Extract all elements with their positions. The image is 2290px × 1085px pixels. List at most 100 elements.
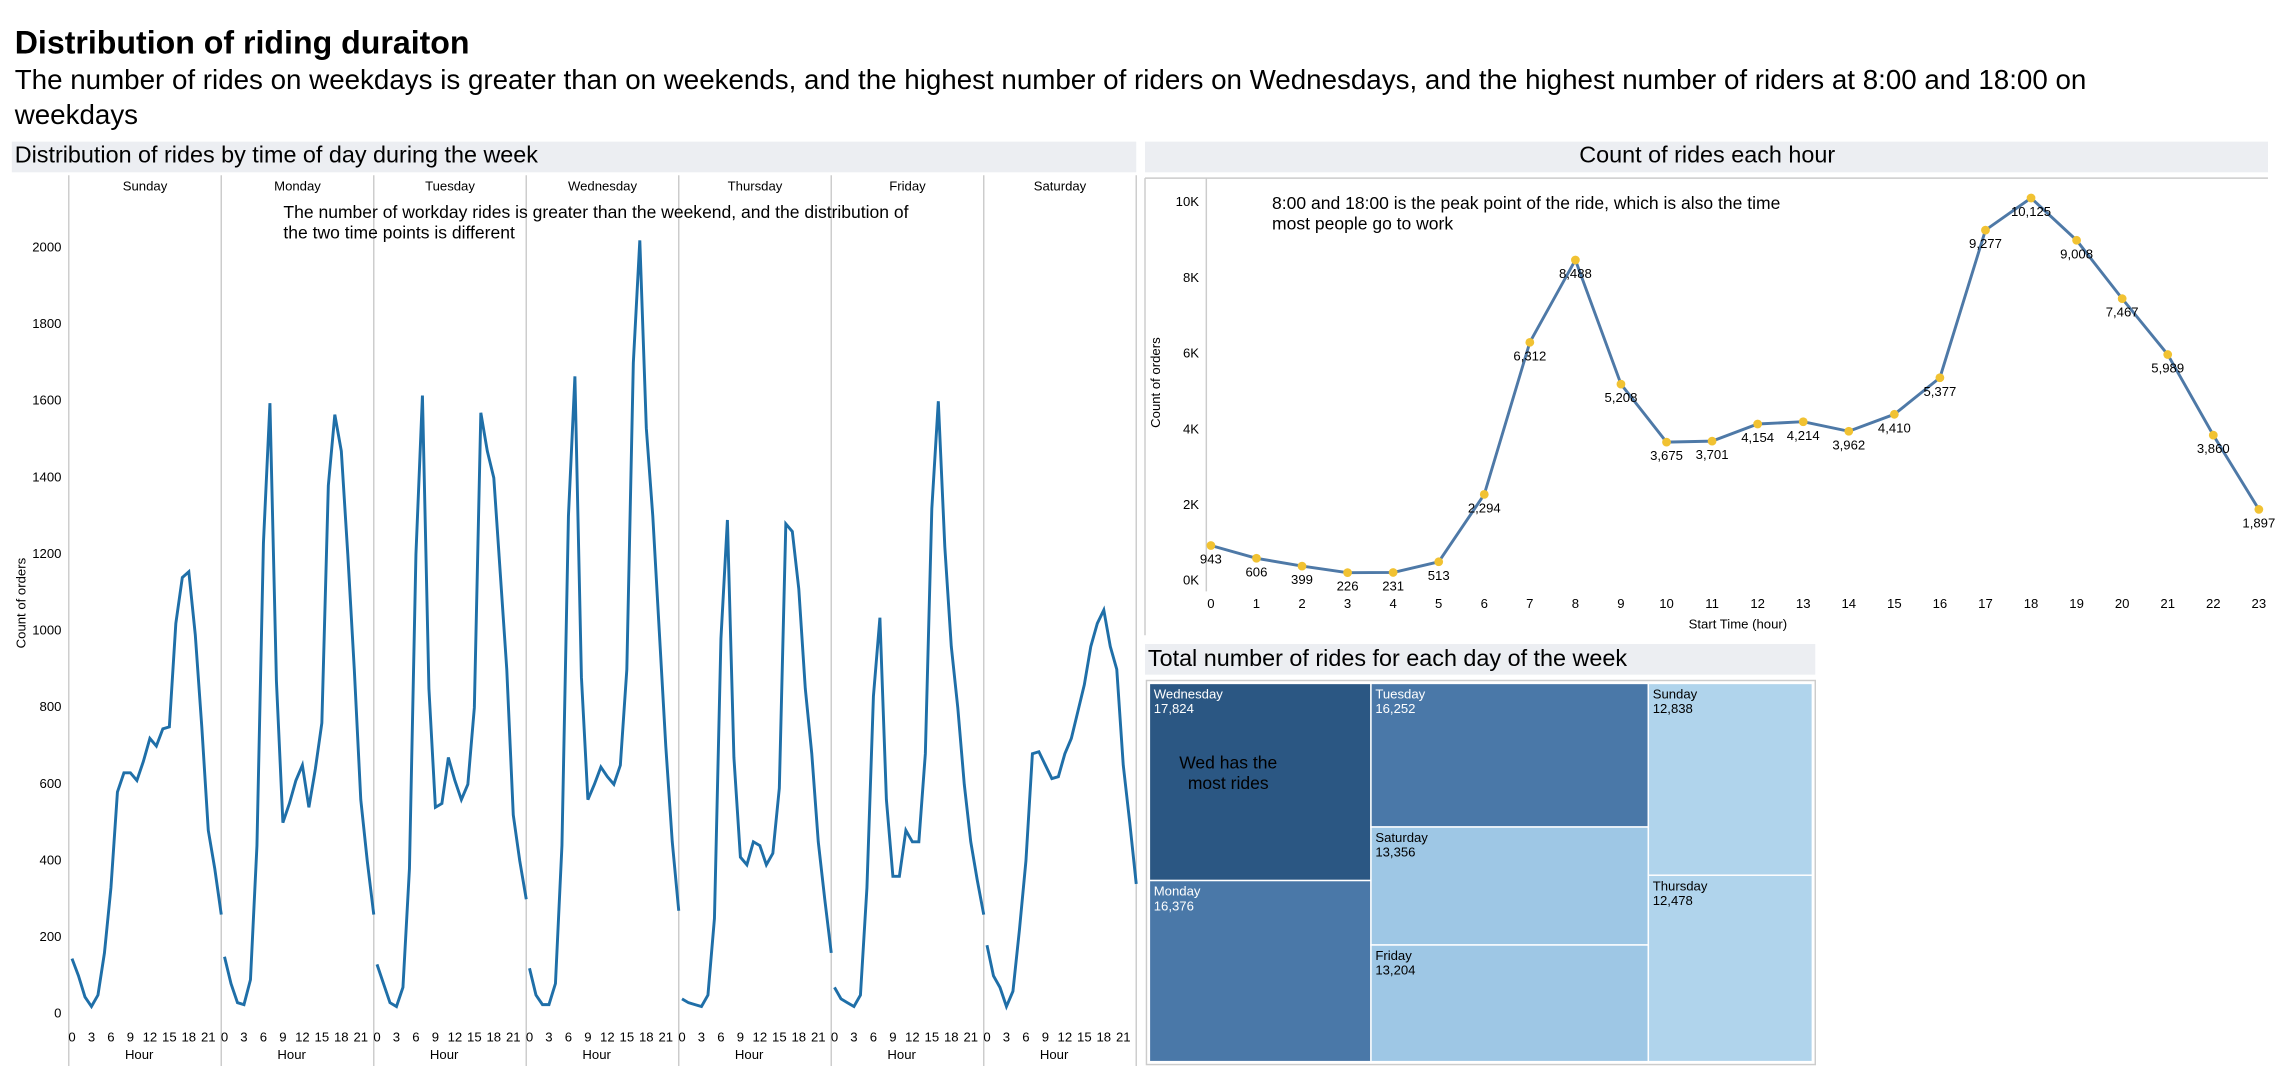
x-tick-label: 0	[373, 1030, 380, 1045]
x-tick-label: 3	[393, 1030, 400, 1045]
x-tick-label: 12	[600, 1030, 615, 1045]
cell-label: Saturday	[1375, 830, 1428, 845]
y-tick-label: 600	[40, 776, 62, 791]
line	[70, 568, 223, 1010]
line	[985, 605, 1138, 1011]
x-tick-label: 6	[107, 1030, 114, 1045]
point	[1252, 553, 1261, 563]
point	[1571, 255, 1580, 265]
data-label: 4,410	[1878, 420, 1911, 435]
x-tick-label: 17	[1978, 596, 1993, 611]
x-tick-label: 12	[905, 1030, 920, 1045]
x-tick-label: 21	[2160, 596, 2175, 611]
x-axis-label: Start Time (hour)	[1689, 616, 1787, 631]
x-tick-label: 21	[353, 1030, 368, 1045]
annotation: most rides	[1188, 773, 1269, 793]
data-label: 399	[1291, 572, 1313, 587]
x-tick-label: 15	[620, 1030, 635, 1045]
treemap-cell	[1647, 682, 1814, 876]
x-tick-label: 19	[2069, 596, 2084, 611]
data-label: 606	[1245, 564, 1267, 579]
point	[1297, 561, 1307, 571]
x-tick-label: 21	[963, 1030, 978, 1045]
x-tick-label: 22	[2206, 596, 2221, 611]
x-tick-label: 9	[432, 1030, 439, 1045]
x-axis-label: Hour	[735, 1047, 764, 1062]
x-tick-label: 6	[1022, 1030, 1029, 1045]
point	[2163, 350, 2173, 359]
annotation: the two time points is different	[283, 222, 515, 242]
x-tick-label: 18	[1096, 1030, 1111, 1045]
x-tick-label: 15	[772, 1030, 787, 1045]
x-tick-label: 16	[1933, 596, 1948, 611]
y-tick-label: 0K	[1183, 573, 1199, 588]
data-label: 3,701	[1696, 447, 1729, 462]
panel-header: Thursday	[728, 178, 783, 193]
cell-value: 16,376	[1154, 898, 1194, 913]
title-bar	[1145, 643, 1816, 675]
cell-value: 13,204	[1375, 963, 1415, 978]
x-tick-label: 21	[201, 1030, 216, 1045]
cell-label: Tuesday	[1375, 687, 1425, 702]
panel-header: Monday	[274, 178, 321, 193]
x-tick-label: 2	[1298, 596, 1305, 611]
point	[2208, 430, 2218, 440]
x-axis-label: Hour	[125, 1047, 154, 1062]
x-tick-label: 14	[1841, 596, 1856, 611]
x-tick-label: 18	[2024, 596, 2039, 611]
x-tick-label: 15	[467, 1030, 482, 1045]
x-tick-label: 21	[1116, 1030, 1131, 1045]
x-tick-label: 9	[889, 1030, 896, 1045]
y-axis-label: Count of orders	[1148, 337, 1163, 428]
y-tick-label: 1400	[32, 469, 61, 484]
x-tick-label: 9	[1042, 1030, 1049, 1045]
data-label: 5,377	[1923, 384, 1956, 399]
x-tick-label: 11	[1705, 596, 1719, 611]
cell-label: Wednesday	[1154, 687, 1224, 702]
data-label: 6,312	[1513, 348, 1546, 363]
point	[1343, 568, 1352, 578]
x-tick-label: 4	[1389, 596, 1396, 611]
cell-value: 17,824	[1154, 701, 1194, 716]
annotation: 8:00 and 18:00 is the peak point of the …	[1272, 193, 1780, 213]
point	[2254, 505, 2264, 514]
annotation: The number of workday rides is greater t…	[283, 202, 908, 222]
cell-value: 16,252	[1375, 701, 1415, 716]
point	[1388, 568, 1398, 577]
line	[375, 395, 528, 1009]
x-tick-label: 0	[1207, 596, 1214, 611]
data-label: 10,125	[2011, 204, 2051, 219]
line	[833, 401, 986, 1009]
x-tick-label: 18	[487, 1030, 502, 1045]
data-label: 231	[1382, 579, 1404, 594]
page-subtitle: The number of rides on weekdays is great…	[15, 64, 2087, 95]
x-tick-label: 3	[850, 1030, 857, 1045]
point	[1889, 409, 1899, 419]
x-tick-label: 12	[1750, 596, 1765, 611]
data-label: 2,294	[1468, 500, 1501, 515]
treemap-cell	[1148, 879, 1372, 1063]
point	[1662, 437, 1671, 447]
y-tick-label: 200	[40, 929, 62, 944]
panel-header: Tuesday	[425, 178, 475, 193]
data-label: 4,214	[1787, 428, 1820, 443]
point	[1616, 379, 1626, 389]
panel-header: Saturday	[1034, 178, 1087, 193]
y-tick-label: 8K	[1183, 270, 1199, 285]
cell-value: 12,838	[1653, 701, 1693, 716]
x-tick-label: 15	[1887, 596, 1902, 611]
y-tick-label: 0	[54, 1006, 61, 1021]
x-tick-label: 9	[737, 1030, 744, 1045]
point	[1206, 541, 1216, 550]
x-tick-label: 7	[1526, 596, 1533, 611]
data-label: 1,897	[2242, 515, 2275, 530]
x-tick-label: 0	[831, 1030, 838, 1045]
x-axis-label: Hour	[887, 1047, 916, 1062]
x-tick-label: 12	[753, 1030, 768, 1045]
data-label: 3,860	[2197, 441, 2230, 456]
y-axis-label: Count of orders	[14, 557, 29, 648]
title-bar	[1145, 141, 2268, 173]
cell-label: Friday	[1375, 948, 1412, 963]
panel-header: Sunday	[123, 178, 168, 193]
x-tick-label: 0	[983, 1030, 990, 1045]
